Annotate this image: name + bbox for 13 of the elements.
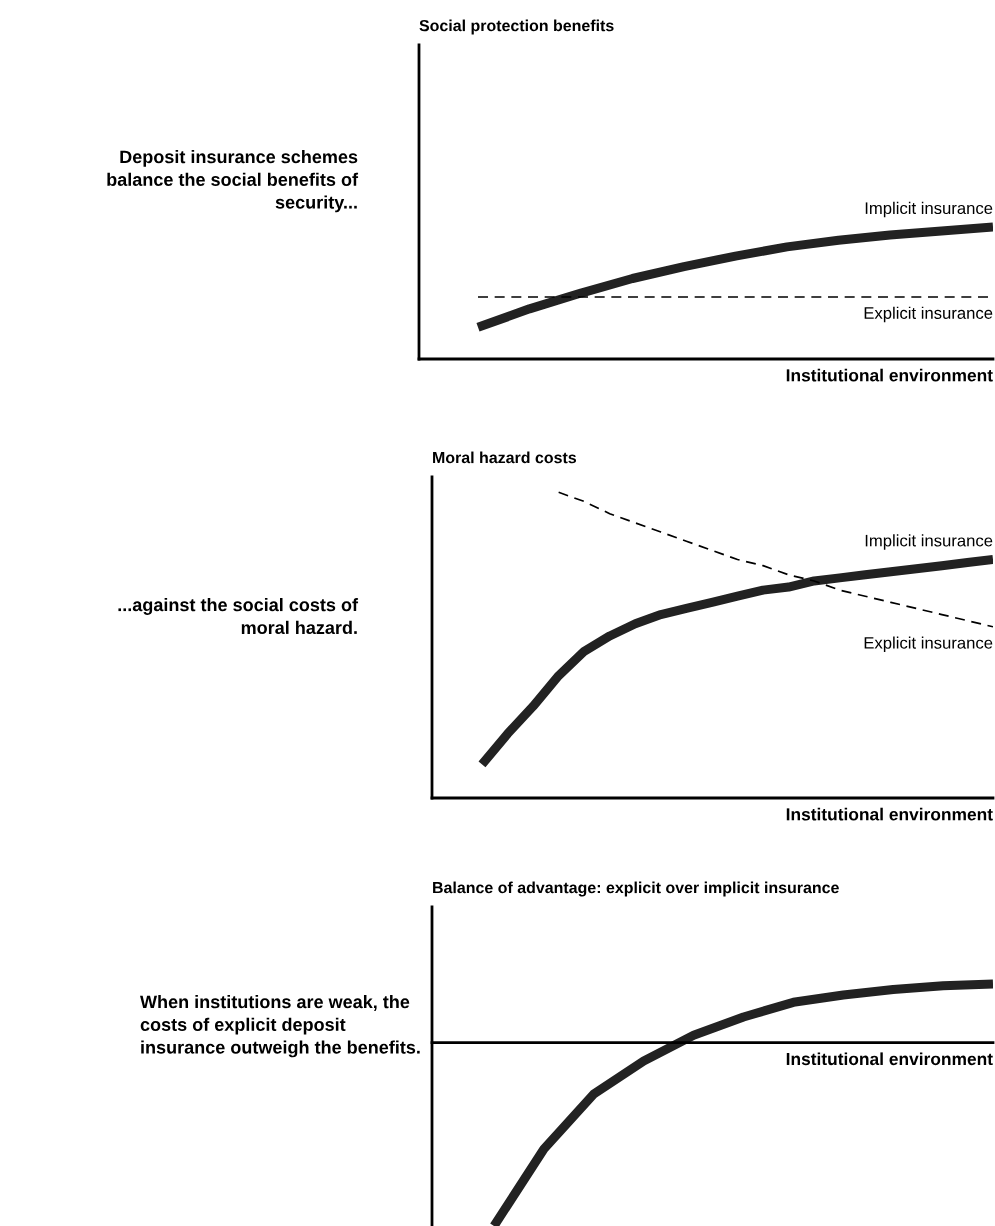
text: Deposit insurance schemes balance the social benefits of security... [107,150,359,213]
series-label: Implicit insurance [865,201,993,218]
x-axis-title: Institutional environment [786,368,993,382]
chart-title: Balance of advantage: explicit over implicit insurance [433,881,839,897]
text: ...against the social costs of moral hazard. [118,598,359,635]
text: When institutions are weak, the costs of explicit deposit insurance outweigh the benefits. [140,995,420,1058]
x-axis-title: Institutional environment [786,1052,993,1066]
x-axis-title: Institutional environment [786,807,993,821]
chart-title: Moral hazard costs [433,451,577,464]
series-label: Explicit insurance [864,636,993,653]
series-label: Implicit insurance [865,534,993,550]
series-label: Explicit insurance [864,306,993,323]
chart-title: Social protection benefits [419,19,614,35]
